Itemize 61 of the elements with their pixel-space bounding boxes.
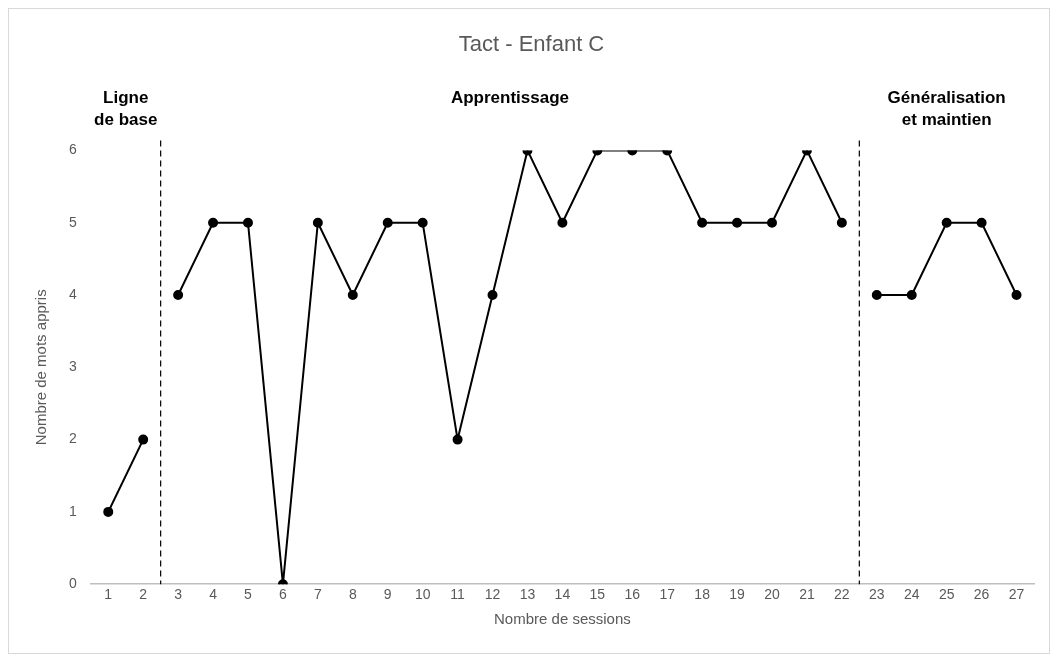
x-tick-label: 16	[624, 586, 641, 603]
x-axis-title: Nombre de sessions	[494, 610, 631, 628]
x-tick-label: 4	[209, 586, 218, 603]
y-axis-title: Nombre de mots appris	[32, 289, 50, 446]
y-tick-label: 3	[68, 358, 77, 375]
x-tick-label: 7	[313, 586, 322, 603]
x-tick-label: 9	[383, 586, 392, 603]
x-tick-label: 25	[938, 586, 955, 603]
point	[871, 290, 882, 300]
point	[173, 290, 184, 300]
point	[208, 217, 219, 228]
point	[1011, 290, 1022, 300]
point	[103, 506, 114, 517]
x-tick-label: 3	[174, 586, 183, 603]
x-tick-label: 5	[244, 586, 253, 603]
x-tick-label: 27	[1008, 586, 1025, 603]
x-tick-label: 2	[139, 586, 148, 603]
point	[452, 434, 463, 445]
text: Ligne de base	[94, 88, 158, 130]
x-tick-label: 24	[903, 586, 920, 603]
x-tick-label: 1	[104, 586, 113, 603]
x-tick-label: 12	[484, 586, 501, 603]
y-tick-label: 4	[68, 285, 77, 302]
point	[417, 217, 428, 228]
y-tick-label: 5	[68, 213, 77, 230]
x-tick-label: 18	[694, 586, 711, 603]
y-tick-label: 6	[68, 141, 77, 158]
point	[138, 434, 149, 445]
x-tick-label: 8	[348, 586, 357, 603]
x-tick-label: 23	[869, 586, 885, 603]
point	[312, 217, 323, 228]
x-tick-label: 6	[279, 586, 288, 603]
point	[941, 217, 952, 228]
x-tick-label: 26	[973, 586, 990, 603]
chart-title: Tact - Enfant C	[458, 31, 605, 57]
x-tick-label: 20	[764, 586, 780, 603]
y-tick-label: 0	[68, 575, 77, 592]
x-tick-label: 14	[554, 586, 571, 603]
point	[557, 217, 568, 228]
x-tick-label: 22	[834, 586, 850, 603]
text: Généralisation et maintien	[887, 88, 1006, 130]
x-tick-label: 17	[659, 586, 676, 603]
x-tick-label: 10	[414, 586, 431, 603]
x-tick-label: 11	[450, 586, 466, 603]
x-tick-label: 13	[519, 586, 536, 603]
point	[242, 217, 253, 228]
point	[697, 217, 708, 228]
point	[767, 217, 777, 228]
point	[906, 290, 917, 300]
point	[976, 217, 987, 228]
x-tick-label: 19	[729, 586, 746, 603]
point	[347, 290, 358, 300]
x-tick-label: 15	[589, 586, 606, 603]
point	[382, 217, 393, 228]
point	[836, 217, 847, 228]
point	[487, 290, 498, 300]
x-tick-label: 21	[799, 586, 815, 603]
y-tick-label: 2	[68, 430, 77, 447]
point	[732, 217, 743, 228]
text: Apprentissage	[450, 88, 570, 108]
y-tick-label: 1	[68, 502, 77, 519]
